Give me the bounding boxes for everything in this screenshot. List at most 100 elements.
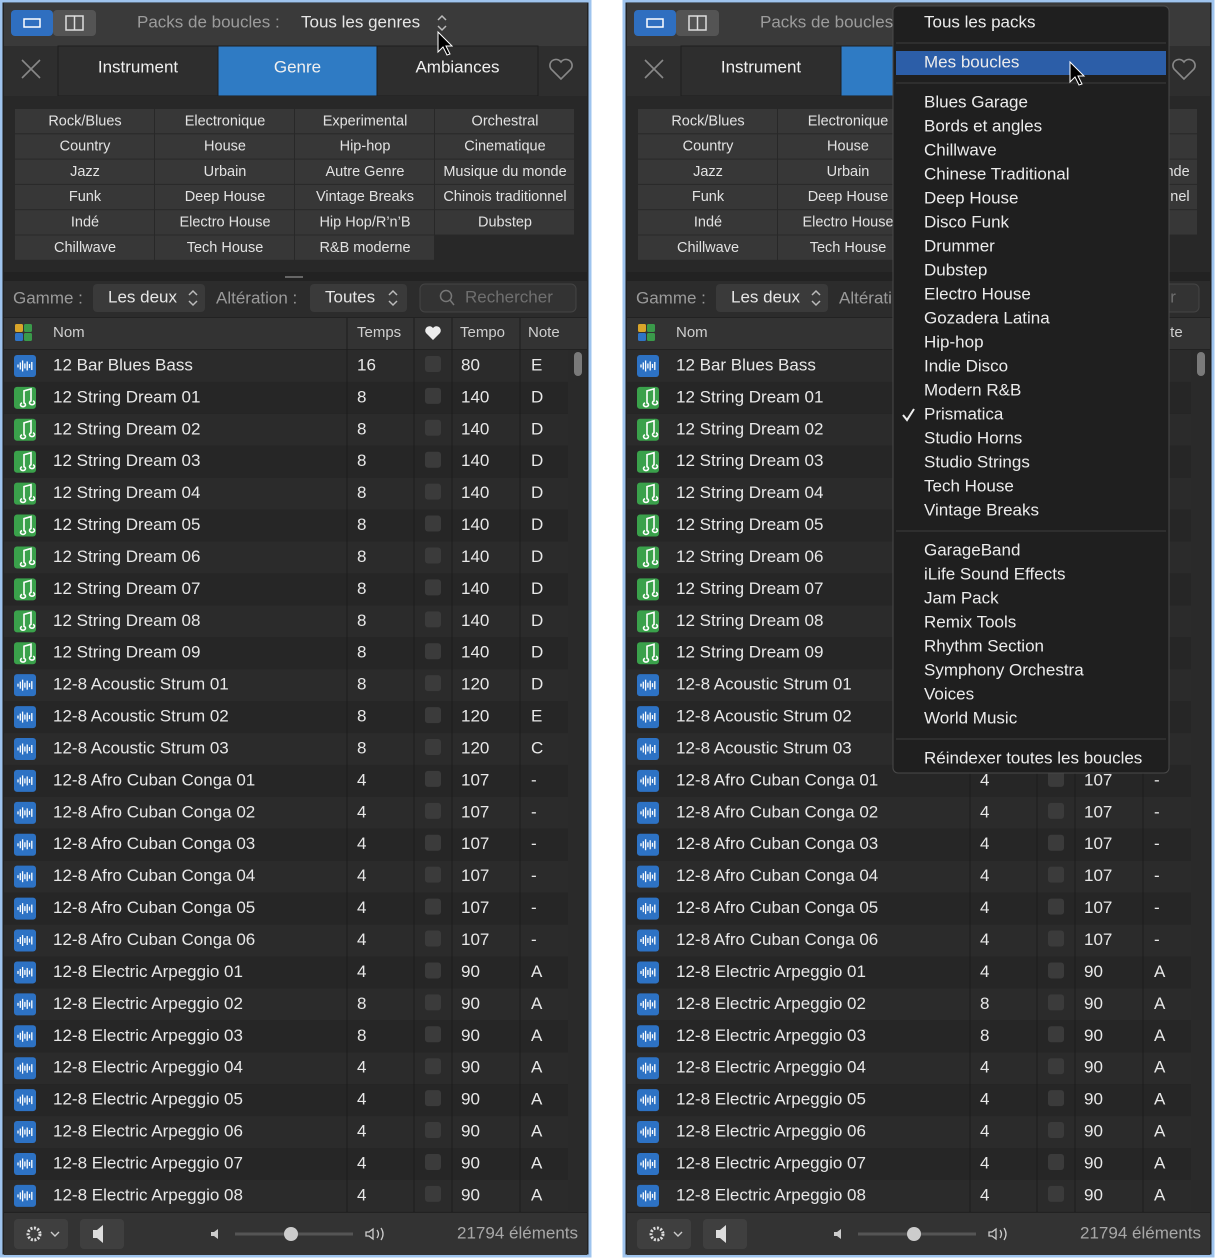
- favorite-checkbox[interactable]: [1048, 994, 1064, 1011]
- favorite-checkbox[interactable]: [1048, 962, 1064, 979]
- favorite-checkbox[interactable]: [425, 675, 441, 692]
- genre-cell[interactable]: [295, 159, 434, 184]
- menu-item[interactable]: Hip-hop: [924, 332, 984, 351]
- loop-row[interactable]: [627, 1116, 1191, 1148]
- scrollbar-thumb[interactable]: [1197, 352, 1205, 376]
- column-label[interactable]: Note: [528, 324, 560, 341]
- header-value[interactable]: Tous les genres: [301, 12, 420, 31]
- loop-row[interactable]: [627, 1052, 1191, 1085]
- loop-row[interactable]: [627, 1148, 1191, 1180]
- loop-row[interactable]: [4, 509, 568, 542]
- loop-row[interactable]: [627, 924, 1191, 957]
- genre-cell[interactable]: [295, 210, 434, 235]
- favorite-checkbox[interactable]: [1048, 1185, 1064, 1202]
- loop-row[interactable]: [627, 828, 1191, 861]
- menu-item[interactable]: Tech House: [924, 476, 1014, 495]
- menu-item[interactable]: Drummer: [924, 236, 995, 255]
- favorite-checkbox[interactable]: [1048, 898, 1064, 915]
- favorite-checkbox[interactable]: [425, 898, 441, 915]
- genre-cell[interactable]: [638, 159, 777, 184]
- favorite-checkbox[interactable]: [425, 547, 441, 564]
- genre-cell[interactable]: [15, 159, 154, 184]
- loop-row[interactable]: [4, 541, 568, 574]
- menu-item[interactable]: Vintage Breaks: [924, 500, 1039, 519]
- favorite-icon[interactable]: [549, 58, 573, 81]
- menu-item[interactable]: Electro House: [924, 284, 1031, 303]
- favorite-checkbox[interactable]: [425, 419, 441, 436]
- genre-cell[interactable]: [638, 134, 777, 159]
- menu-item[interactable]: Mes boucles: [924, 52, 1019, 71]
- favorite-checkbox[interactable]: [425, 962, 441, 979]
- loop-row[interactable]: [4, 1052, 568, 1085]
- loop-row[interactable]: [4, 988, 568, 1021]
- genre-cell[interactable]: [295, 184, 434, 210]
- favorite-checkbox[interactable]: [1048, 930, 1064, 947]
- genre-cell[interactable]: [295, 235, 434, 260]
- favorite-checkbox[interactable]: [425, 707, 441, 724]
- loop-row[interactable]: [4, 477, 568, 510]
- menu-item[interactable]: Tous les packs: [924, 12, 1036, 31]
- column-label[interactable]: Temps: [357, 324, 401, 341]
- menu-item[interactable]: Deep House: [924, 188, 1019, 207]
- menu-item[interactable]: Voices: [924, 684, 974, 703]
- menu-item[interactable]: Gozadera Latina: [924, 308, 1050, 327]
- favorite-checkbox[interactable]: [1048, 866, 1064, 883]
- column-label[interactable]: Tempo: [460, 324, 505, 341]
- search-field[interactable]: [419, 283, 577, 313]
- loop-row[interactable]: [627, 1084, 1191, 1117]
- genre-cell[interactable]: [435, 184, 574, 210]
- favorite-checkbox[interactable]: [425, 483, 441, 500]
- favorite-checkbox[interactable]: [425, 1153, 441, 1170]
- scale-dropdown[interactable]: [716, 284, 828, 312]
- genre-cell[interactable]: [155, 159, 294, 184]
- favorite-checkbox[interactable]: [425, 611, 441, 628]
- loop-row[interactable]: [4, 637, 568, 670]
- menu-item[interactable]: Disco Funk: [924, 212, 1010, 231]
- genre-cell[interactable]: [638, 109, 777, 134]
- loop-row[interactable]: [627, 1179, 1191, 1212]
- menu-item[interactable]: Bords et angles: [924, 116, 1042, 135]
- loop-row[interactable]: [4, 573, 568, 606]
- menu-item[interactable]: Modern R&B: [924, 380, 1021, 399]
- menu-item[interactable]: Chinese Traditional: [924, 164, 1070, 183]
- favorite-checkbox[interactable]: [1048, 1122, 1064, 1139]
- genre-cell[interactable]: [155, 184, 294, 210]
- genre-cell[interactable]: [295, 134, 434, 159]
- favorite-checkbox[interactable]: [1048, 1090, 1064, 1107]
- genre-cell[interactable]: [15, 210, 154, 235]
- favorite-checkbox[interactable]: [425, 355, 441, 372]
- favorite-checkbox[interactable]: [425, 643, 441, 660]
- genre-cell[interactable]: [15, 235, 154, 260]
- column-label[interactable]: Nom: [676, 324, 708, 341]
- volume-knob[interactable]: [907, 1227, 921, 1241]
- favorite-checkbox[interactable]: [1048, 802, 1064, 819]
- loop-row[interactable]: [4, 445, 568, 478]
- loop-row[interactable]: [627, 988, 1191, 1021]
- favorite-checkbox[interactable]: [425, 451, 441, 468]
- close-icon[interactable]: [21, 59, 41, 79]
- loop-row[interactable]: [627, 956, 1191, 989]
- loop-row[interactable]: [4, 956, 568, 989]
- menu-item[interactable]: Remix Tools: [924, 612, 1016, 631]
- favorite-checkbox[interactable]: [425, 1122, 441, 1139]
- menu-item[interactable]: Chillwave: [924, 140, 997, 159]
- genre-cell[interactable]: [638, 210, 777, 235]
- view-button-grid[interactable]: [634, 10, 676, 36]
- favorite-checkbox[interactable]: [425, 866, 441, 883]
- genre-cell[interactable]: [435, 134, 574, 159]
- menu-item[interactable]: Prismatica: [924, 404, 1004, 423]
- favorite-checkbox[interactable]: [425, 1090, 441, 1107]
- loop-row[interactable]: [4, 413, 568, 446]
- scale-dropdown[interactable]: [93, 284, 205, 312]
- genre-cell[interactable]: [15, 109, 154, 134]
- menu-item[interactable]: GarageBand: [924, 540, 1020, 559]
- genre-cell[interactable]: [435, 109, 574, 134]
- favorite-column-icon[interactable]: [425, 326, 441, 340]
- genre-cell[interactable]: [155, 235, 294, 260]
- menu-item[interactable]: Dubstep: [924, 260, 987, 279]
- menu-item[interactable]: Jam Pack: [924, 588, 999, 607]
- genre-cell[interactable]: [15, 134, 154, 159]
- favorite-checkbox[interactable]: [1048, 1058, 1064, 1075]
- loop-row[interactable]: [4, 1084, 568, 1117]
- loop-row[interactable]: [4, 796, 568, 829]
